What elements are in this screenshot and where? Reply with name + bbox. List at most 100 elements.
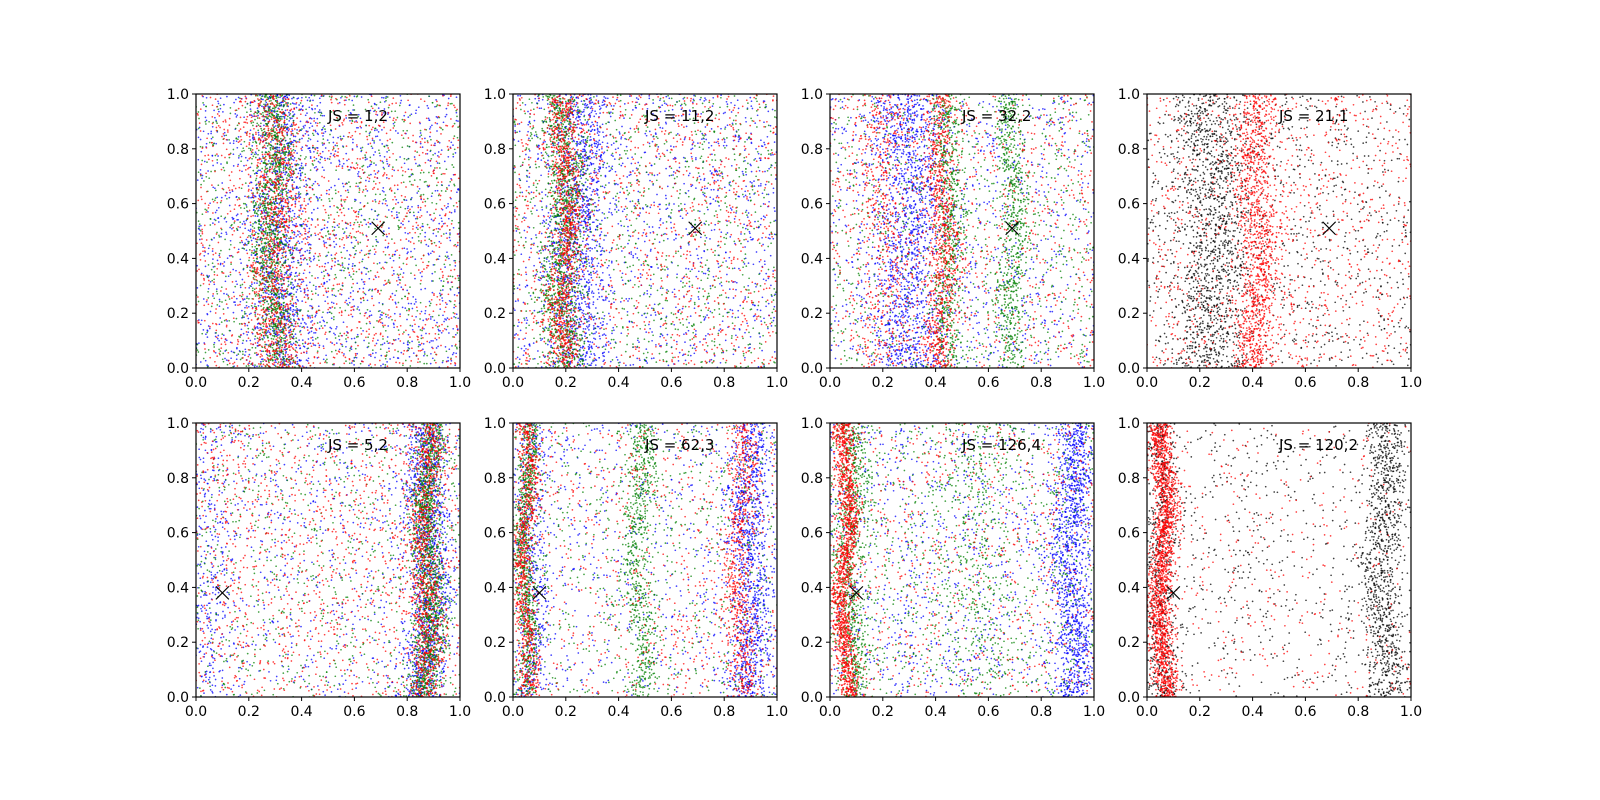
scatter-point <box>263 283 265 285</box>
scatter-point <box>334 333 336 336</box>
scatter-point <box>218 236 221 238</box>
scatter-point <box>276 365 279 368</box>
scatter-point <box>291 217 293 219</box>
scatter-point <box>314 292 317 295</box>
scatter-point <box>302 167 304 170</box>
scatter-point <box>268 257 270 260</box>
scatter-point <box>266 280 269 282</box>
scatter-point <box>257 210 259 212</box>
scatter-point <box>329 205 331 208</box>
scatter-point <box>262 350 265 353</box>
scatter-point <box>279 94 282 96</box>
scatter-point <box>334 337 337 339</box>
scatter-point <box>456 108 458 111</box>
scatter-point <box>232 311 235 314</box>
scatter-point <box>211 125 214 128</box>
scatter-point <box>398 257 401 259</box>
scatter-point <box>375 235 377 238</box>
scatter-point <box>252 136 254 138</box>
scatter-point <box>252 133 254 136</box>
scatter-point <box>270 179 273 181</box>
scatter-point <box>291 253 294 256</box>
scatter-point <box>305 284 308 287</box>
scatter-point <box>220 235 222 238</box>
scatter-point <box>423 353 426 355</box>
scatter-point <box>279 115 282 118</box>
scatter-point <box>275 361 277 364</box>
scatter-point <box>249 224 252 226</box>
scatter-point <box>264 283 267 286</box>
scatter-point <box>216 201 219 204</box>
scatter-point <box>323 242 326 244</box>
scatter-point <box>247 196 250 199</box>
scatter-point <box>443 204 446 207</box>
scatter-point <box>353 264 356 267</box>
scatter-point <box>254 151 257 154</box>
scatter-point <box>425 128 428 131</box>
scatter-point <box>289 154 292 157</box>
scatter-point <box>277 231 280 234</box>
scatter-point <box>392 259 395 262</box>
scatter-point <box>217 102 220 105</box>
scatter-point <box>280 124 283 126</box>
scatter-point <box>197 171 200 174</box>
scatter-point <box>371 200 374 202</box>
scatter-point <box>454 345 457 347</box>
scatter-point <box>255 212 258 215</box>
scatter-point <box>357 115 359 118</box>
scatter-point <box>400 99 403 102</box>
scatter-point <box>453 244 455 247</box>
scatter-point <box>401 174 404 177</box>
scatter-point <box>264 343 267 346</box>
scatter-point <box>290 157 292 160</box>
scatter-point <box>317 198 319 200</box>
scatter-point <box>275 95 277 98</box>
scatter-point <box>268 312 270 315</box>
scatter-point <box>246 324 249 327</box>
scatter-point <box>249 175 252 177</box>
scatter-point <box>268 108 271 110</box>
scatter-point <box>289 252 292 255</box>
scatter-point <box>376 114 379 116</box>
scatter-point <box>288 240 291 242</box>
scatter-point <box>283 137 286 139</box>
scatter-point <box>244 350 247 353</box>
scatter-point <box>331 230 334 232</box>
scatter-point <box>449 102 452 105</box>
scatter-point <box>317 305 320 308</box>
scatter-point <box>228 189 231 192</box>
scatter-point <box>253 288 256 291</box>
scatter-point <box>280 229 283 232</box>
scatter-point <box>273 335 276 338</box>
scatter-point <box>300 164 303 167</box>
scatter-point <box>239 135 242 138</box>
scatter-point <box>428 171 430 174</box>
scatter-point <box>263 103 265 106</box>
scatter-point <box>324 147 327 149</box>
scatter-point <box>247 214 249 217</box>
scatter-point <box>252 121 255 124</box>
scatter-point <box>395 306 398 308</box>
scatter-point <box>340 293 343 296</box>
scatter-point <box>362 329 364 332</box>
scatter-point <box>456 136 459 139</box>
scatter-point <box>400 351 403 354</box>
scatter-point <box>238 130 241 132</box>
scatter-point <box>283 359 285 362</box>
scatter-point <box>274 365 277 368</box>
scatter-point <box>404 207 407 210</box>
scatter-point <box>406 129 408 132</box>
scatter-point <box>372 245 374 248</box>
scatter-point <box>273 190 276 193</box>
scatter-point <box>448 348 451 351</box>
scatter-point <box>374 227 376 230</box>
scatter-point <box>253 249 256 251</box>
scatter-point <box>383 168 386 170</box>
scatter-point <box>261 174 264 177</box>
scatter-point <box>330 350 333 353</box>
scatter-point <box>395 198 398 201</box>
scatter-point <box>242 232 244 235</box>
scatter-point <box>372 180 375 183</box>
scatter-point <box>281 293 284 296</box>
scatter-point <box>346 159 348 162</box>
